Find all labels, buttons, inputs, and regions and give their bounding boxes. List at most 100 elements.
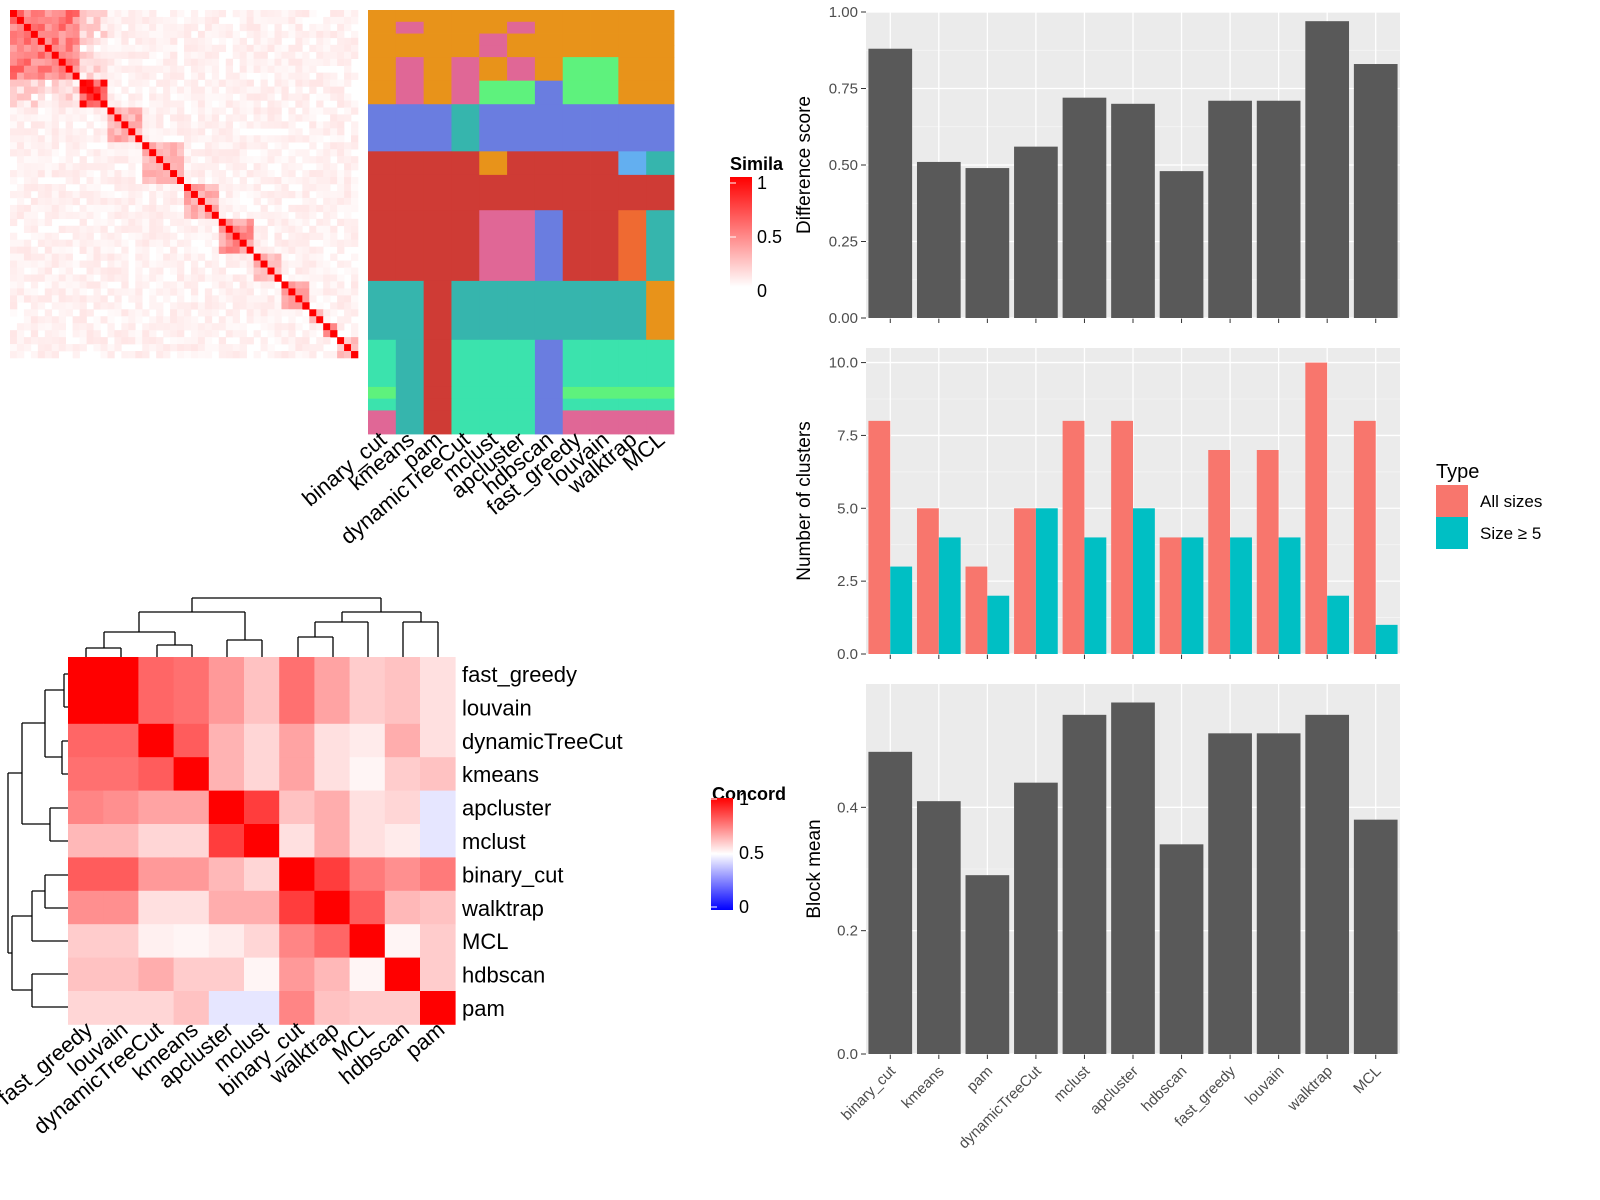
similarity-cell (190, 58, 199, 66)
cluster-strip-cell (368, 45, 397, 58)
similarity-cell (58, 204, 66, 213)
similarity-cell (184, 86, 192, 94)
similarity-cell (295, 10, 303, 18)
similarity-cell (184, 128, 192, 136)
similarity-cell (121, 281, 129, 289)
concordance-cell (244, 824, 280, 858)
similarity-cell (135, 330, 143, 338)
similarity-cell (177, 253, 185, 261)
similarity-cell (10, 30, 18, 39)
similarity-cell (177, 316, 185, 324)
similarity-cell (114, 23, 122, 32)
similarity-cell (93, 267, 101, 275)
similarity-cell (260, 253, 268, 261)
concordance-cell (68, 890, 104, 925)
similarity-cell (10, 51, 18, 60)
similarity-cell (100, 65, 108, 73)
similarity-cell (65, 72, 73, 80)
similarity-cell (51, 274, 60, 282)
similarity-cell (184, 142, 192, 150)
similarity-cell (93, 184, 101, 192)
similarity-cell (239, 93, 247, 101)
similarity-cell (316, 51, 324, 60)
similarity-cell (128, 330, 136, 338)
similarity-cell (288, 232, 296, 240)
similarity-cell (170, 44, 178, 53)
similarity-cell (114, 232, 122, 240)
similarity-cell (246, 121, 254, 129)
similarity-cell (239, 65, 247, 73)
similarity-cell (281, 100, 289, 108)
similarity-cell (274, 30, 282, 39)
similarity-cell (225, 177, 234, 185)
similarity-cell (121, 30, 129, 39)
similarity-cell (267, 65, 275, 73)
similarity-cell (246, 288, 254, 296)
cluster-strip-cell (451, 45, 480, 58)
concordance-cell (173, 657, 210, 691)
similarity-cell (288, 16, 296, 25)
similarity-cell (135, 337, 143, 345)
similarity-cell (337, 30, 345, 39)
similarity-cell (184, 239, 192, 247)
similarity-cell (37, 156, 46, 164)
cluster-strip-cell (534, 339, 564, 388)
bar-kmeans-size-ge-5 (938, 537, 961, 654)
cluster-strip-cell (534, 45, 564, 58)
similarity-cell (288, 288, 296, 296)
similarity-cell (267, 58, 275, 66)
similarity-cell (16, 37, 25, 46)
similarity-cell (65, 86, 73, 94)
cluster-strip-cell (423, 398, 452, 411)
similarity-cell (65, 225, 73, 234)
similarity-cell (260, 337, 268, 345)
similarity-cell (309, 128, 317, 136)
similarity-colorbar (730, 177, 752, 287)
similarity-cell (149, 51, 157, 60)
similarity-cell (177, 309, 185, 317)
similarity-cell (267, 253, 275, 261)
cluster-strip-cell (534, 280, 564, 341)
similarity-cell (337, 184, 345, 192)
similarity-cell (190, 44, 199, 53)
similarity-cell (344, 114, 352, 122)
similarity-cell (100, 344, 108, 352)
similarity-cell (288, 23, 296, 32)
similarity-cell (107, 163, 115, 171)
similarity-cell (225, 142, 234, 150)
concordance-cell (208, 657, 245, 691)
similarity-cell (128, 197, 136, 206)
similarity-cell (100, 135, 108, 143)
row-dendrogram-branch (11, 915, 32, 991)
similarity-cell (44, 344, 53, 352)
similarity-cell (267, 16, 275, 25)
similarity-cell (211, 246, 220, 254)
similarity-cell (309, 184, 317, 192)
similarity-cell (190, 121, 199, 129)
similarity-cell (316, 232, 324, 240)
similarity-cell (190, 232, 199, 240)
similarity-cell (149, 72, 157, 80)
similarity-cell (177, 86, 185, 94)
similarity-cell (177, 163, 185, 171)
similarity-cell (267, 37, 275, 46)
similarity-cell (197, 218, 206, 227)
similarity-cell (218, 351, 227, 359)
similarity-cell (281, 142, 289, 150)
similarity-cell (281, 253, 289, 261)
similarity-cell (51, 316, 60, 324)
similarity-cell (302, 177, 310, 185)
cluster-strip-cell (395, 174, 425, 211)
similarity-cell (128, 316, 136, 324)
similarity-cell (239, 323, 247, 331)
similarity-cell (225, 260, 234, 268)
similarity-cell (330, 86, 338, 94)
similarity-cell (351, 344, 359, 352)
similarity-cell (302, 149, 310, 157)
similarity-cell (16, 351, 25, 359)
similarity-cell (260, 37, 268, 46)
cluster-strip-cell (395, 45, 425, 58)
similarity-cell (204, 330, 213, 338)
cluster-strip-cell (618, 280, 647, 341)
similarity-cell (16, 149, 25, 157)
